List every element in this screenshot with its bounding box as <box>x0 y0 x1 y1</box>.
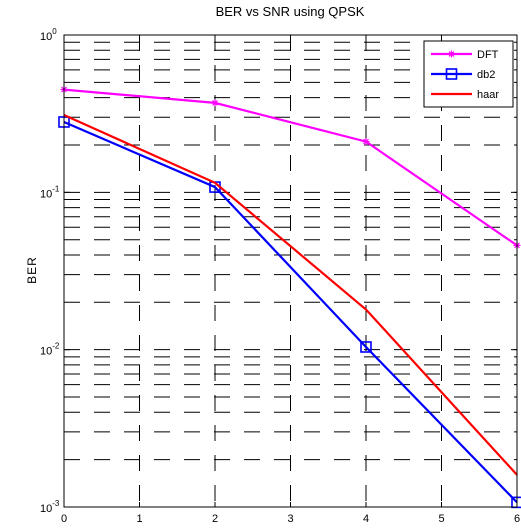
series-group <box>58 86 521 509</box>
y-tick-label: 10-2 <box>40 342 60 358</box>
data-point-dft <box>362 138 370 146</box>
data-point-dft <box>211 99 219 107</box>
y-axis-label: BER <box>25 256 39 284</box>
x-tick-label: 0 <box>61 513 67 525</box>
ticks: 0 1 2 3 4 5 6 10-3 10-2 10-1 100 <box>40 27 520 525</box>
legend-item-db2: db2 <box>431 68 495 81</box>
series-line-haar <box>63 113 518 476</box>
legend-label: DFT <box>477 49 499 61</box>
x-tick-label: 3 <box>287 513 293 525</box>
legend: DFT db2 haar <box>423 40 514 108</box>
legend-label: db2 <box>477 69 495 81</box>
data-point-db2 <box>360 341 372 353</box>
legend-item-haar: haar <box>431 89 499 101</box>
series-line-dft <box>63 88 518 247</box>
grid <box>64 35 517 507</box>
x-tick-label: 5 <box>438 513 444 525</box>
x-tick-label: 2 <box>212 513 218 525</box>
legend-label: haar <box>477 89 499 101</box>
y-tick-label: 100 <box>40 27 57 43</box>
legend-item-dft: DFT <box>431 49 499 61</box>
y-tick-label: 10-3 <box>40 499 60 515</box>
x-tick-label: 1 <box>136 513 142 525</box>
series-line-db2 <box>63 120 518 504</box>
chart-title: BER vs SNR using QPSK <box>216 4 365 19</box>
y-tick-label: 10-1 <box>40 184 60 200</box>
x-tick-label: 4 <box>363 513 369 525</box>
x-tick-label: 6 <box>514 513 520 525</box>
